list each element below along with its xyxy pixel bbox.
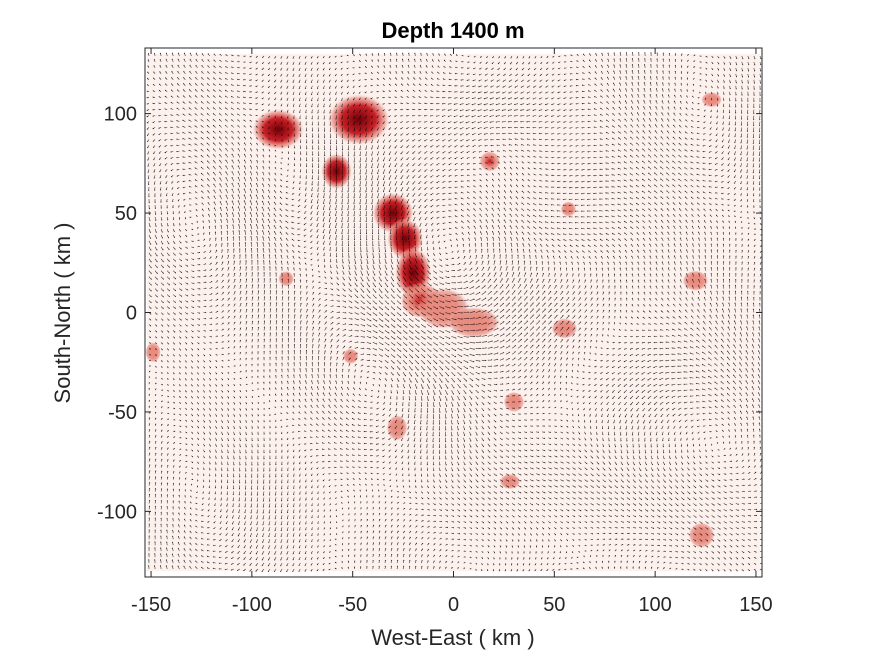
vector-field-layer	[146, 52, 762, 573]
hotspot-mark	[560, 201, 577, 217]
hotspot-mark	[251, 108, 305, 151]
x-tick-label: -100	[232, 594, 272, 616]
x-tick-label: 50	[543, 594, 565, 616]
hotspot-mark	[499, 473, 521, 490]
x-axis: -150 -100 -50 0 50 100 150	[131, 48, 773, 616]
y-tick-label: 0	[126, 303, 137, 325]
hotspot-mark	[327, 93, 391, 146]
x-axis-label: West-East ( km )	[371, 625, 534, 650]
hotspot-mark	[682, 270, 709, 292]
hotspot-mark	[447, 306, 500, 338]
hotspot-mark	[145, 341, 161, 363]
y-tick-label: 50	[115, 203, 137, 225]
hotspot-mark	[342, 348, 359, 365]
x-tick-label: 0	[448, 594, 459, 616]
chart-title: Depth 1400 m	[381, 18, 524, 43]
hotspot-mark	[278, 270, 295, 287]
vector-arrows	[146, 52, 762, 573]
y-axis: -100 -50 0 50 100	[97, 104, 762, 523]
y-tick-label: -100	[97, 501, 137, 523]
x-tick-label: -150	[131, 594, 171, 616]
hotspot-mark	[479, 151, 501, 172]
plot-area	[145, 52, 762, 573]
x-tick-label: 100	[638, 594, 671, 616]
x-tick-label: -50	[338, 594, 367, 616]
y-tick-label: 100	[104, 104, 137, 126]
x-tick-label: 150	[739, 594, 772, 616]
y-tick-label: -50	[108, 402, 137, 424]
y-axis-label: South-North ( km )	[50, 223, 75, 404]
hotspot-mark	[551, 318, 578, 339]
